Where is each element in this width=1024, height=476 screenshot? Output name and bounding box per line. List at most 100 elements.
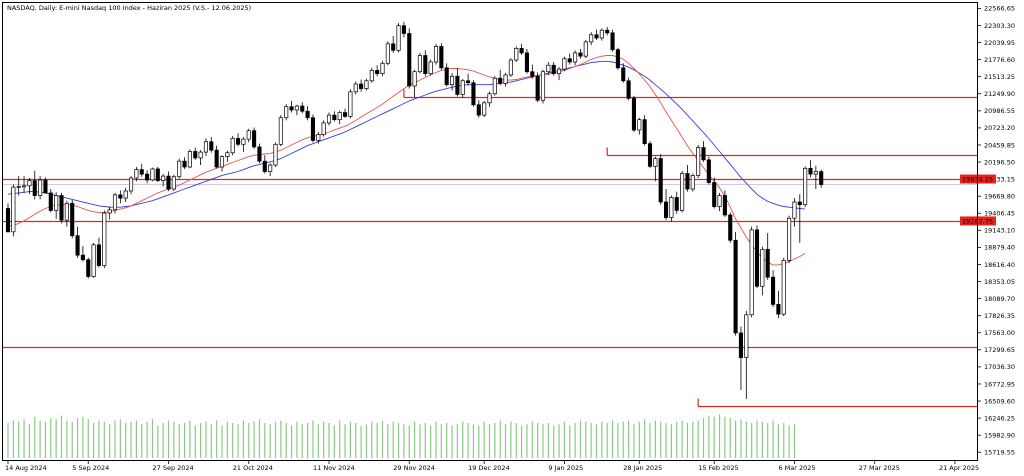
candle-body (284, 106, 289, 119)
candle-body (439, 46, 444, 69)
candle-body (455, 75, 460, 95)
candle-body (589, 34, 594, 43)
candle-body (310, 117, 316, 141)
y-tick-label: 17826.35 (984, 312, 1015, 320)
candle-body (326, 114, 332, 124)
plot-frame (2, 2, 978, 461)
candle-body (754, 229, 760, 287)
candle-body (701, 147, 706, 161)
y-tick-label: 21513.25 (984, 73, 1015, 81)
candle-body (696, 147, 701, 176)
candle-body (471, 82, 476, 106)
candle-body (166, 175, 171, 190)
candle-body (674, 197, 679, 211)
candle-body (551, 64, 556, 75)
x-tick-label: 11 Nov 2024 (313, 464, 355, 472)
candle-body (369, 70, 374, 82)
candle-body (161, 175, 166, 181)
candle-body (808, 167, 813, 175)
candle-body (658, 158, 663, 203)
y-tick-label: 20196.50 (984, 158, 1015, 166)
y-tick-label: 15719.55 (984, 449, 1015, 457)
candle-body (647, 143, 653, 167)
candle-body (401, 25, 406, 34)
y-tick-label: 15982.90 (984, 431, 1015, 439)
y-tick-label: 20459.85 (984, 141, 1015, 149)
candle-body (353, 83, 358, 93)
candle-body (289, 106, 294, 111)
y-tick-label: 21776.60 (984, 56, 1015, 64)
candle-body (653, 158, 658, 167)
y-tick-label: 19669.80 (984, 192, 1015, 200)
candle-body (728, 214, 733, 241)
candle-body (75, 235, 80, 256)
candle-body (466, 80, 471, 84)
candle-body (209, 141, 214, 151)
candle-body (348, 91, 353, 117)
x-tick-label: 14 Aug 2024 (5, 464, 47, 472)
y-tick-label: 19406.45 (984, 210, 1015, 218)
candle-body (428, 61, 433, 75)
x-tick-label: 27 Mar 2025 (859, 464, 900, 472)
candle-body (32, 180, 37, 196)
candle-body (433, 46, 439, 63)
candle-body (316, 134, 321, 141)
candle-body (605, 29, 610, 34)
candle-body (241, 138, 246, 145)
candle-body (321, 122, 326, 135)
y-tick-label: 16246.25 (984, 414, 1015, 422)
candle-body (423, 55, 428, 75)
candle-body (476, 104, 481, 116)
candle-body (59, 195, 64, 221)
candle-body (626, 80, 631, 99)
x-tick-label: 27 Sep 2024 (153, 464, 194, 472)
candle-body (187, 151, 192, 168)
candle-body (236, 138, 241, 145)
candle-body (332, 114, 337, 121)
candle-body (556, 68, 562, 75)
x-tick-label: 15 Feb 2025 (698, 464, 738, 472)
horizontal-levels (3, 89, 977, 408)
candle-body (268, 164, 273, 172)
candle-body (5, 208, 11, 233)
candle-body (145, 173, 150, 181)
candle-body (155, 168, 160, 181)
candle-body (80, 254, 85, 261)
chart-title: NASDAQ, Daily: E-mini Nasdaq 100 Index -… (7, 4, 251, 12)
candle-body (669, 197, 674, 218)
x-tick-label: 28 Jan 2025 (623, 464, 662, 472)
candle-body (706, 159, 711, 183)
candle-body (22, 185, 27, 188)
candle-body (535, 75, 540, 101)
candle-body (139, 169, 144, 175)
candle-body (364, 80, 369, 89)
candle-body (594, 34, 599, 39)
candle-body (503, 74, 508, 84)
candle-body (262, 160, 267, 172)
y-tick-label: 17563.00 (984, 329, 1015, 337)
candle-body (460, 80, 465, 95)
y-tick-label: 18089.70 (984, 295, 1015, 303)
candle-body (64, 202, 69, 221)
candle-body (760, 248, 765, 287)
candle-body (294, 105, 299, 111)
candle-body (273, 143, 278, 166)
y-tick-label: 22566.65 (984, 5, 1015, 13)
volume-bars (7, 414, 796, 458)
y-tick-label: 18616.40 (984, 261, 1015, 269)
y-tick-label: 16772.95 (984, 380, 1015, 388)
candle-body (380, 62, 385, 75)
candle-body (770, 276, 776, 305)
candle-body (637, 119, 642, 131)
candle-body (712, 182, 717, 207)
moving-averages (7, 55, 806, 266)
candle-body (278, 117, 283, 145)
x-tick-label: 9 Jan 2025 (548, 464, 583, 472)
candle-body (444, 67, 449, 86)
candle-body (219, 156, 225, 168)
candle-body (514, 48, 519, 61)
y-tick-label: 22039.95 (984, 39, 1015, 47)
candle-body (621, 67, 626, 82)
moving-average-fast-line (7, 55, 806, 266)
